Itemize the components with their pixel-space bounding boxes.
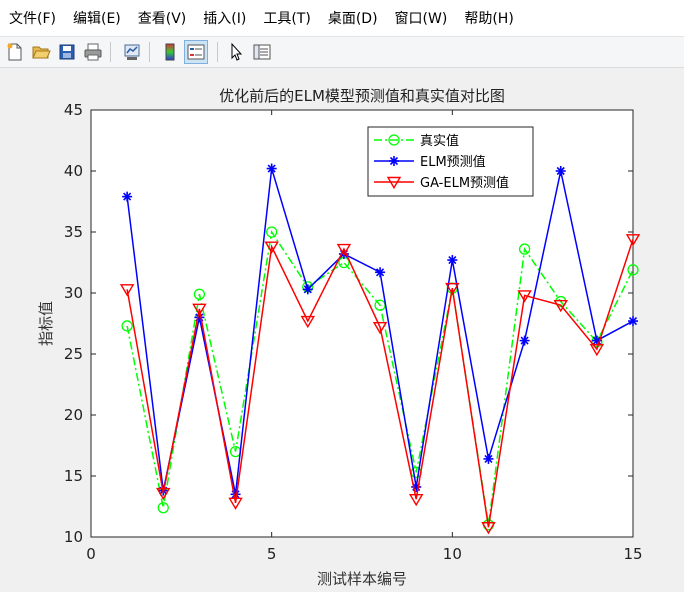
property-editor-icon (253, 44, 271, 60)
menu-window[interactable]: 窗口(W) (394, 11, 448, 27)
data-point-asterisk (389, 156, 399, 166)
y-tick-label: 10 (64, 528, 83, 546)
y-tick-label: 35 (64, 223, 83, 241)
data-point-asterisk (628, 316, 638, 327)
axes-ticks: 0 5 10 15 10 15 20 25 30 35 40 45 (64, 101, 643, 563)
data-point-circle (266, 226, 278, 238)
menu-desktop[interactable]: 桌面(D) (327, 11, 378, 27)
menu-tools[interactable]: 工具(T) (263, 11, 311, 27)
new-figure-button[interactable] (3, 40, 27, 64)
print-button[interactable] (81, 40, 105, 64)
y-tick-label: 20 (64, 406, 83, 424)
data-point-asterisk (447, 255, 458, 266)
data-point-circle (388, 134, 400, 146)
menu-bar: 文件(F) 编辑(E) 查看(V) 插入(I) 工具(T) 桌面(D) 窗口(W… (0, 0, 684, 37)
data-point-triangle (192, 303, 207, 316)
x-tick-label: 10 (443, 545, 462, 563)
chart-title: 优化前后的ELM模型预测值和真实值对比图 (219, 87, 505, 105)
series-line (126, 239, 634, 528)
toolbar-separator (149, 42, 150, 62)
data-point-triangle (336, 243, 352, 257)
legend-button[interactable] (184, 40, 208, 64)
data-point-asterisk (122, 191, 133, 202)
toolbar-separator (217, 42, 218, 62)
data-point-triangle (300, 315, 316, 329)
y-tick-label: 25 (64, 345, 83, 363)
menu-view[interactable]: 查看(V) (137, 11, 187, 27)
data-point-triangle (386, 176, 402, 190)
y-tick-label: 45 (64, 101, 83, 119)
data-point-triangle (553, 299, 568, 313)
open-file-icon (32, 46, 51, 59)
data-point-triangle (119, 284, 135, 297)
series-3 (119, 234, 641, 535)
data-point-asterisk (302, 284, 313, 295)
data-point-triangle (156, 487, 171, 501)
legend-icon (187, 44, 205, 60)
property-editor-button[interactable] (250, 40, 274, 64)
x-tick-label: 0 (86, 545, 96, 563)
x-tick-label: 15 (623, 545, 642, 563)
data-point-triangle (372, 321, 388, 335)
y-tick-label: 15 (64, 467, 83, 485)
y-tick-label: 40 (64, 162, 83, 180)
x-tick-label: 5 (267, 545, 277, 563)
data-point-circle (121, 320, 133, 332)
data-point-circle (193, 288, 206, 300)
toolbar (0, 37, 684, 68)
series-line (126, 229, 634, 525)
data-point-asterisk (483, 453, 494, 464)
colorbar-button[interactable] (158, 40, 182, 64)
data-point-circle (627, 264, 639, 276)
figure-canvas: 0 5 10 15 10 15 20 25 30 35 40 45 优化前后的ELM模型预测值和真实值… (0, 68, 684, 592)
pointer-button[interactable] (224, 40, 248, 64)
legend-entry: GA-ELM预测值 (374, 175, 509, 191)
x-axis-label: 测试样本编号 (317, 570, 407, 588)
menu-insert[interactable]: 插入(I) (203, 11, 247, 27)
data-point-asterisk (375, 267, 386, 278)
data-point-triangle (625, 234, 641, 247)
plot-area (90, 109, 634, 538)
data-point-asterisk (519, 335, 530, 346)
legend-label: GA-ELM预测值 (420, 175, 509, 191)
data-point-triangle (517, 290, 532, 303)
data-point-triangle (228, 497, 243, 510)
toolbar-separator (110, 42, 111, 62)
open-file-button[interactable] (29, 40, 53, 64)
link-plot-button[interactable] (120, 40, 144, 64)
print-icon (84, 43, 102, 61)
data-point-asterisk (555, 166, 566, 176)
pointer-icon (231, 42, 243, 61)
legend-entry: ELM预测值 (374, 154, 486, 170)
data-point-asterisk (266, 163, 277, 174)
data-point-circle (518, 243, 531, 255)
series-layer (119, 163, 641, 535)
data-point-circle (157, 502, 169, 514)
menu-edit[interactable]: 编辑(E) (72, 11, 121, 27)
save-button[interactable] (55, 40, 79, 64)
data-point-triangle (408, 493, 424, 507)
y-tick-label: 30 (64, 284, 83, 302)
legend-label: ELM预测值 (420, 154, 486, 170)
colorbar-icon (165, 43, 175, 61)
data-point-triangle (445, 282, 460, 296)
menu-help[interactable]: 帮助(H) (464, 11, 514, 27)
new-figure-icon (7, 43, 22, 61)
legend-entry: 真实值 (374, 133, 459, 149)
legend[interactable]: 真实值 ELM预测值 GA-ELM预测值 (367, 126, 534, 197)
save-icon (59, 44, 75, 60)
y-axis-label: 指标值 (37, 301, 55, 346)
chart-svg: 0 5 10 15 10 15 20 25 30 35 40 45 优化前后的ELM模型预测值和真实值… (37, 87, 643, 588)
data-point-triangle (589, 343, 605, 357)
data-point-triangle (481, 522, 496, 535)
link-plot-icon (124, 44, 140, 60)
legend-label: 真实值 (420, 133, 459, 149)
data-point-triangle (264, 241, 279, 254)
menu-file[interactable]: 文件(F) (9, 11, 56, 27)
